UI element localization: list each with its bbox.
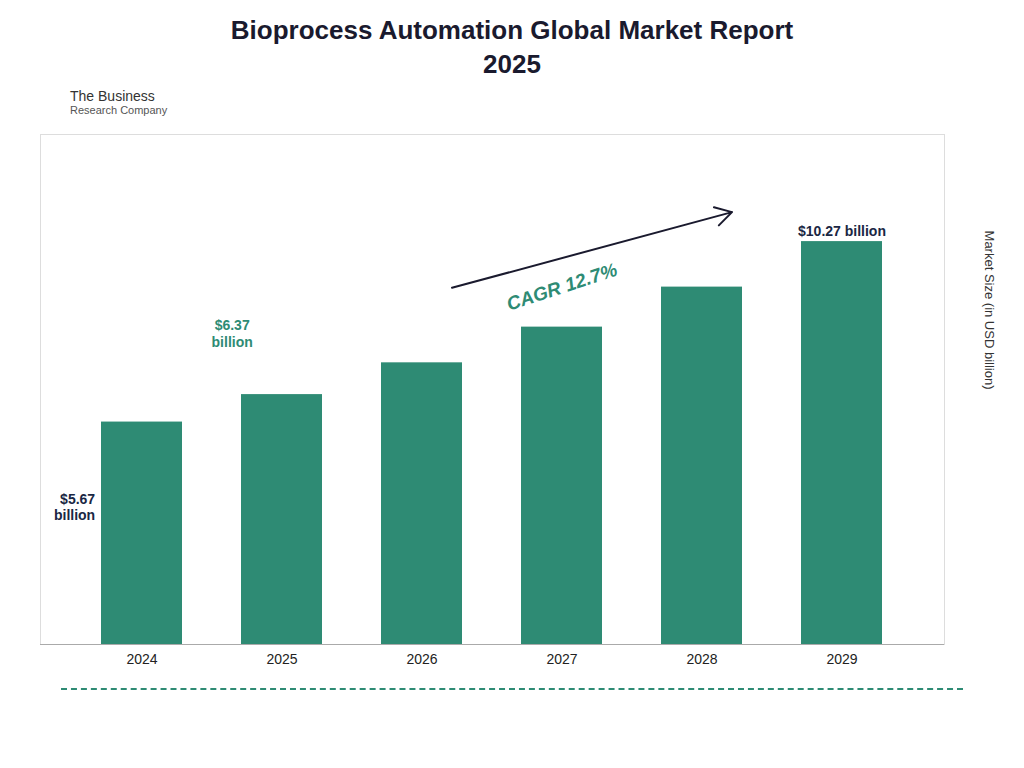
svg-text:Market Size (in USD billion): Market Size (in USD billion) [982, 230, 997, 389]
svg-text:$6.37billion: $6.37billion [212, 316, 253, 349]
svg-text:2029: 2029 [826, 651, 857, 667]
svg-text:2025: 2025 [266, 651, 297, 667]
svg-text:$10.27 billion: $10.27 billion [798, 222, 886, 238]
svg-text:2024: 2024 [126, 651, 157, 667]
svg-text:CAGR 12.7%: CAGR 12.7% [504, 259, 620, 315]
html-text:Research Company: Research Company [70, 104, 168, 117]
svg-text:2027: 2027 [546, 651, 577, 667]
html-text:The Business: The Business [70, 87, 155, 104]
svg-text:2028: 2028 [686, 651, 717, 667]
svg-text:2026: 2026 [406, 651, 437, 667]
html-text:Bioprocess Automation Global M: Bioprocess Automation Global Market Repo… [230, 15, 794, 79]
svg-text:$5.67billion: $5.67billion [54, 490, 95, 523]
